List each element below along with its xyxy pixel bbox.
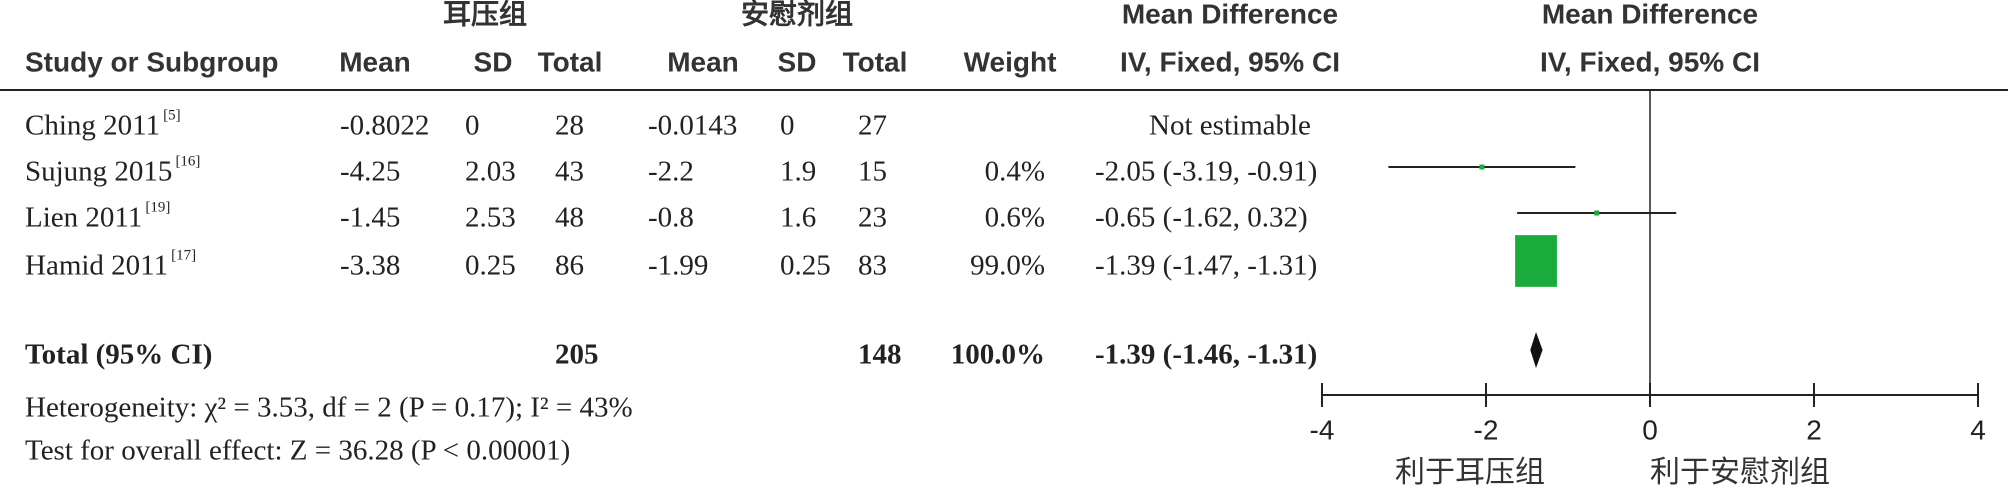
column-header: SD [778,46,817,77]
x-tick-label: -4 [1310,414,1335,445]
table-cell: 48 [555,202,584,234]
column-header: IV, Fixed, 95% CI [1540,46,1760,77]
table-cell: -0.8 [648,202,694,234]
total-ci: -1.39 (-1.46, -1.31) [1095,339,1317,371]
total-cell: 148 [858,339,902,371]
study-name: Ching 2011 [25,110,160,142]
study-name: Hamid 2011 [25,250,168,282]
table-cell: 1.6 [780,202,816,234]
study-ref: [5] [163,107,181,123]
column-header: Weight [964,46,1057,77]
table-cell: 2.53 [465,202,516,234]
column-header: Total [538,46,603,77]
group-label: 耳压组 [443,0,527,29]
x-tick-label: 0 [1642,414,1658,445]
column-header: IV, Fixed, 95% CI [1120,46,1340,77]
overall-effect: Test for overall effect: Z = 36.28 (P < … [25,435,570,467]
study-name: Sujung 2015 [25,156,172,188]
study-ref: [19] [145,199,170,215]
table-cell: 0 [465,110,480,142]
table-cell: 28 [555,110,584,142]
total-name: Total (95% CI) [25,339,212,371]
table-cell: -0.8022 [340,110,429,142]
table-cell: 86 [555,250,584,282]
ci-label: -0.65 (-1.62, 0.32) [1095,202,1308,234]
study-ref: [16] [175,153,200,169]
plot-title: Mean Difference [1542,0,1758,29]
table-cell: 1.9 [780,156,816,188]
favours-label: 利于耳压组 [1395,456,1545,489]
x-tick-label: 2 [1806,414,1822,445]
study-ref: [17] [171,247,196,263]
heterogeneity: Heterogeneity: χ² = 3.53, df = 2 (P = 0.… [25,392,633,424]
table-cell: 15 [858,156,887,188]
column-header: Total [843,46,908,77]
table-cell: 83 [858,250,887,282]
column-header: SD [474,46,513,77]
x-tick-label: -2 [1474,414,1499,445]
favours-label: 利于安慰剂组 [1650,456,1830,489]
study-name: Lien 2011 [25,202,142,234]
table-cell: -0.0143 [648,110,737,142]
ci-label: Not estimable [1149,110,1311,142]
table-cell: -1.99 [648,250,708,282]
table-cell: 0.25 [465,250,516,282]
table-cell: 0.25 [780,250,831,282]
effect-square [1479,164,1485,170]
total-diamond [1530,332,1543,368]
weight: 99.0% [970,250,1045,282]
total-cell: 205 [555,339,599,371]
plot-title: Mean Difference [1122,0,1338,29]
table-cell: 43 [555,156,584,188]
column-header: Mean [667,46,739,77]
table-cell: -4.25 [340,156,400,188]
weight: 0.6% [985,202,1045,234]
table-cell: 0 [780,110,795,142]
table-cell: -1.45 [340,202,400,234]
effect-square [1594,210,1600,216]
column-header: Mean [339,46,411,77]
table-cell: -3.38 [340,250,400,282]
weight: 0.4% [985,156,1045,188]
table-cell: -2.2 [648,156,694,188]
effect-square [1515,235,1557,287]
table-cell: 27 [858,110,887,142]
x-tick-label: 4 [1970,414,1986,445]
table-cell: 2.03 [465,156,516,188]
group-label: 安慰剂组 [741,0,853,29]
ci-label: -1.39 (-1.47, -1.31) [1095,250,1317,282]
column-header: Study or Subgroup [25,46,279,77]
ci-label: -2.05 (-3.19, -0.91) [1095,156,1317,188]
table-cell: 23 [858,202,887,234]
total-weight: 100.0% [951,339,1045,371]
